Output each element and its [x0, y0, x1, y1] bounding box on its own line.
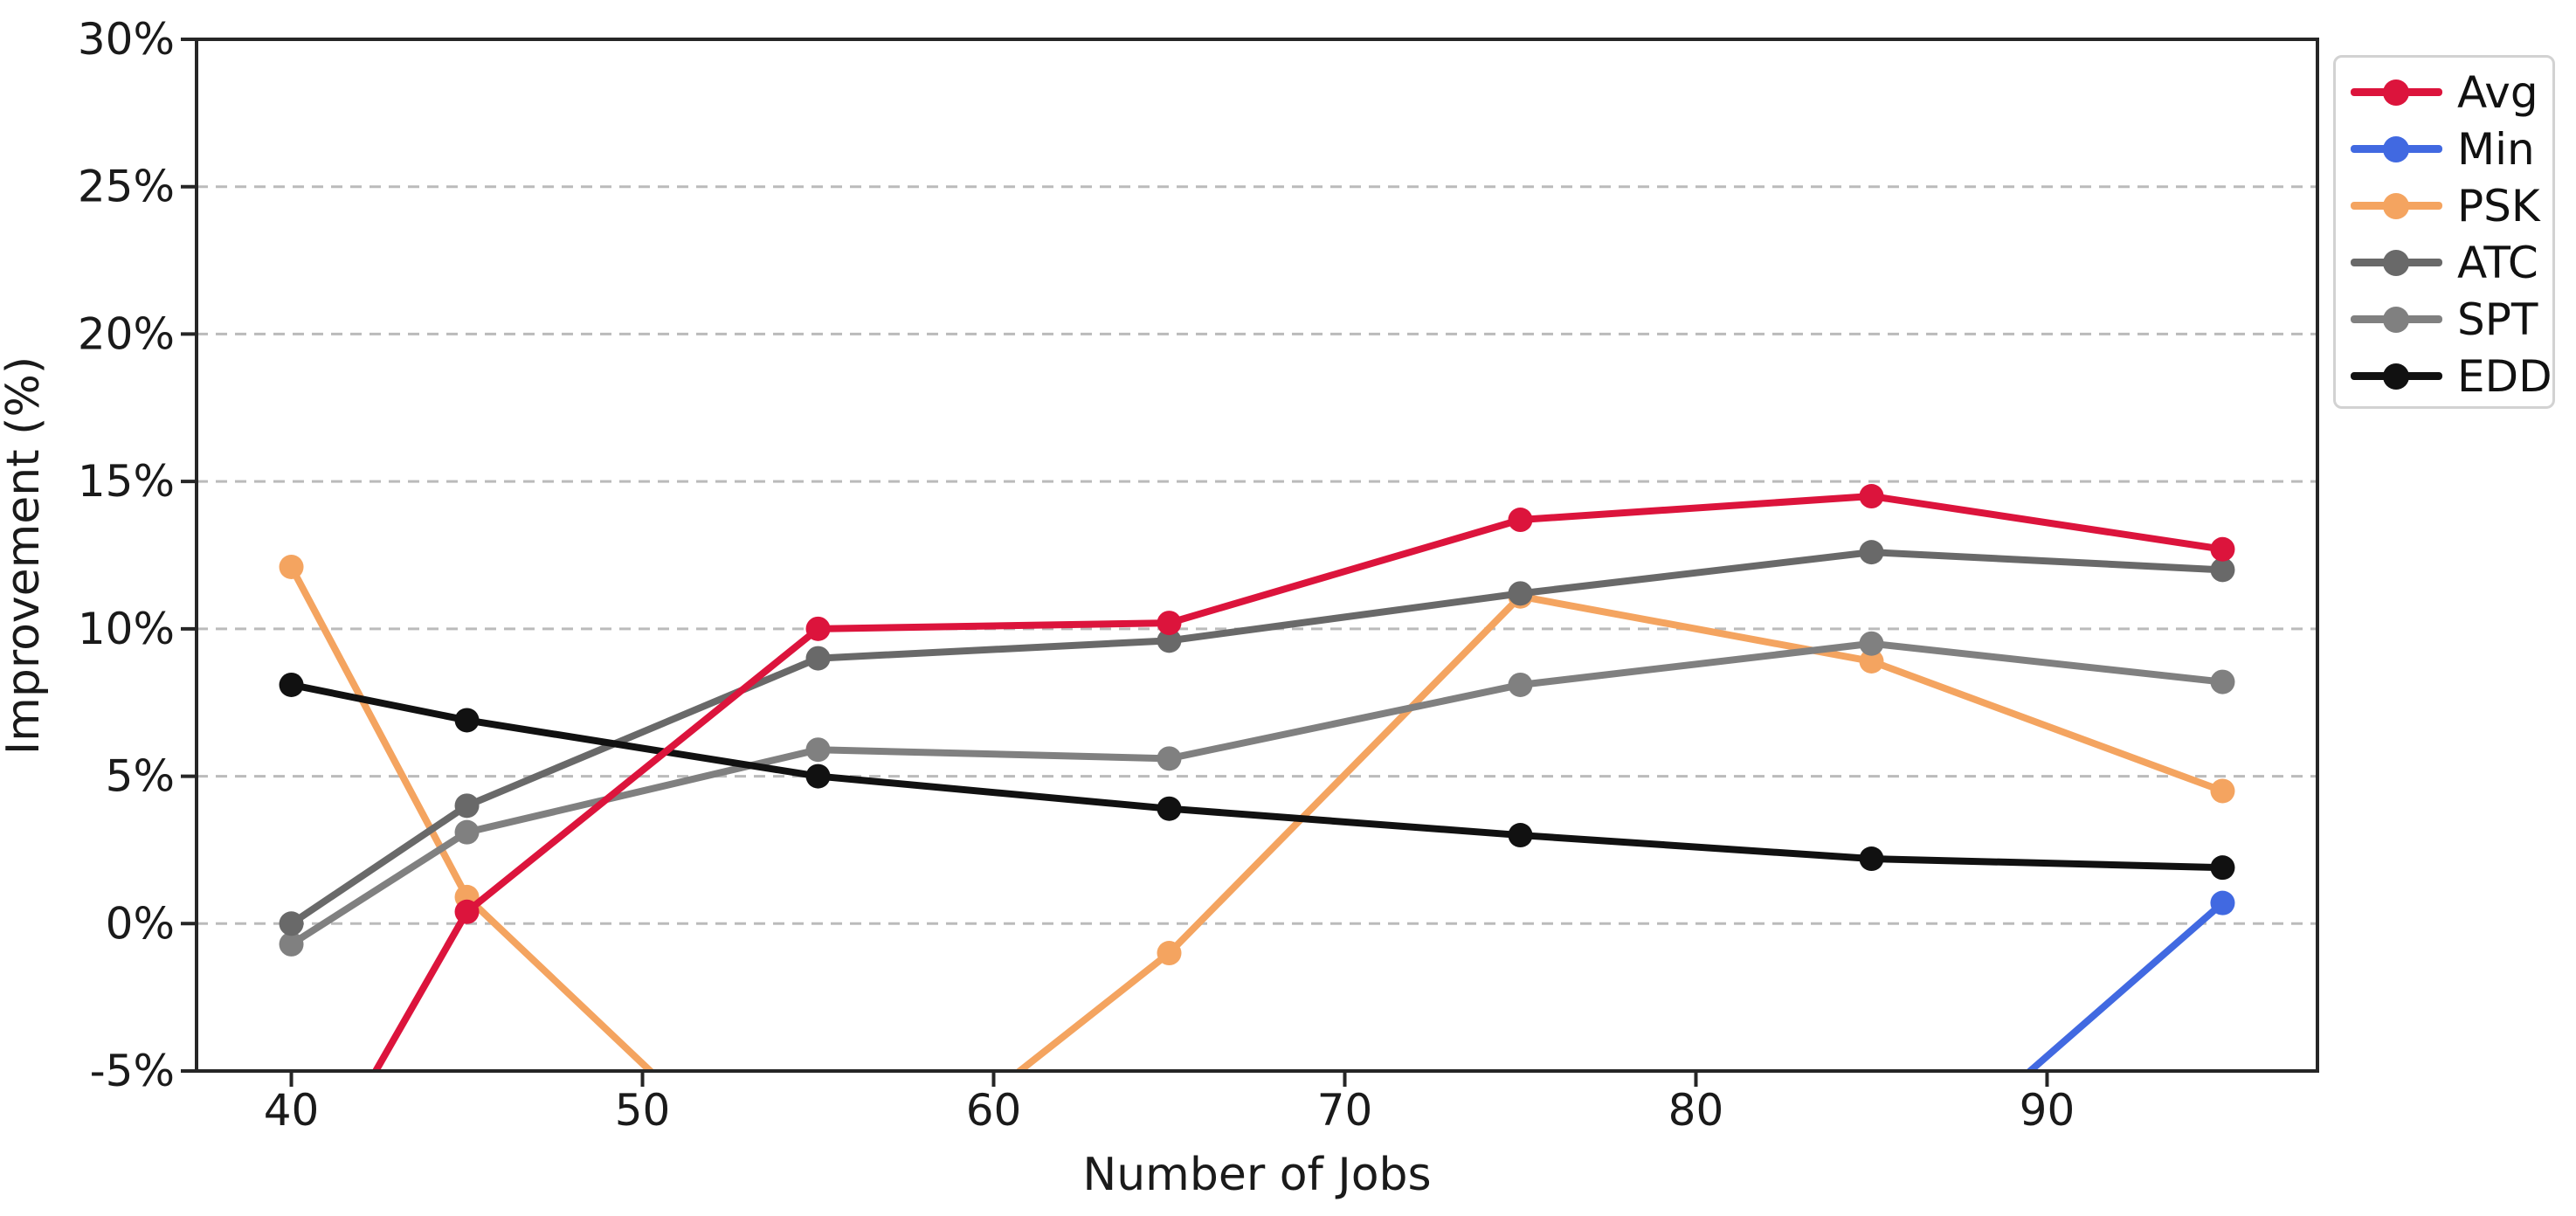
legend-label: SPT	[2457, 294, 2538, 345]
data-point-psk-85	[1859, 648, 1884, 674]
min-line-marker-icon	[2351, 136, 2442, 162]
data-point-atc-95	[2210, 557, 2235, 583]
data-point-avg-65	[1157, 611, 1182, 636]
atc-line-marker-icon	[2351, 250, 2442, 276]
legend-item-min: Min	[2336, 121, 2552, 177]
legend-label: PSK	[2457, 180, 2540, 231]
legend-item-atc: ATC	[2336, 234, 2552, 291]
x-tick-label-80: 80	[1668, 1085, 1724, 1136]
data-point-avg-95	[2210, 536, 2235, 562]
y-tick-label-0: 0%	[106, 898, 175, 949]
y-tick-label-30: 30%	[78, 14, 175, 65]
x-tick-label-40: 40	[264, 1085, 320, 1136]
data-point-edd-95	[2210, 855, 2235, 881]
data-point-atc-65	[1157, 628, 1182, 653]
data-point-avg-75	[1508, 508, 1533, 533]
data-point-spt-55	[805, 737, 831, 763]
data-point-avg-55	[805, 616, 831, 641]
series-atc	[279, 540, 2235, 936]
y-tick-label--5: -5%	[90, 1046, 175, 1096]
x-tick-label-50: 50	[615, 1085, 671, 1136]
data-point-spt-85	[1859, 631, 1884, 656]
data-point-edd-65	[1157, 796, 1182, 821]
psk-line-marker-icon	[2351, 193, 2442, 219]
data-point-atc-85	[1859, 540, 1884, 565]
legend: Avg Min PSK ATC SPT EDD	[2333, 55, 2555, 409]
data-point-edd-75	[1508, 823, 1533, 848]
series-line-psk	[287, 563, 2227, 1071]
x-tick-label-60: 60	[966, 1085, 1022, 1136]
data-point-edd-55	[805, 763, 831, 789]
data-point-atc-40	[279, 911, 304, 936]
data-point-min-95	[2210, 890, 2235, 915]
axes-layer: 40 50 60 70 80 90 30% 25% 20% 15% 10% 5% 0% -5%	[78, 14, 2319, 1136]
series-layer	[279, 484, 2235, 1071]
legend-label: Min	[2457, 123, 2535, 175]
series-line-spt	[287, 639, 2227, 948]
data-point-atc-45	[454, 793, 480, 819]
x-tick-label-70: 70	[1317, 1085, 1373, 1136]
legend-label: ATC	[2457, 237, 2538, 288]
data-point-avg-85	[1859, 484, 1884, 509]
edd-line-marker-icon	[2351, 363, 2442, 390]
series-line-avg	[371, 493, 2227, 1071]
series-avg	[371, 484, 2235, 1071]
data-point-avg-45	[454, 899, 480, 924]
y-tick-label-15: 15%	[78, 456, 175, 507]
data-point-edd-85	[1859, 846, 1884, 872]
data-point-edd-45	[454, 708, 480, 733]
data-point-spt-40	[279, 931, 304, 957]
series-line-min	[2025, 899, 2227, 1071]
legend-label: Avg	[2457, 66, 2538, 118]
y-tick-label-10: 10%	[78, 604, 175, 654]
series-edd	[279, 672, 2235, 881]
legend-item-edd: EDD	[2336, 348, 2552, 404]
data-point-spt-95	[2210, 669, 2235, 694]
data-point-edd-40	[279, 672, 304, 697]
avg-line-marker-icon	[2351, 79, 2442, 106]
y-tick-label-25: 25%	[78, 162, 175, 212]
y-tick-label-5: 5%	[106, 751, 175, 802]
legend-item-psk: PSK	[2336, 177, 2552, 234]
y-axis-label: Improvement (%)	[0, 356, 50, 755]
data-point-psk-65	[1157, 941, 1182, 966]
series-spt	[279, 631, 2235, 957]
data-point-psk-95	[2210, 778, 2235, 804]
data-point-spt-75	[1508, 672, 1533, 697]
data-point-atc-75	[1508, 581, 1533, 606]
spt-line-marker-icon	[2351, 307, 2442, 333]
data-point-spt-45	[454, 819, 480, 845]
legend-item-avg: Avg	[2336, 64, 2552, 121]
series-min	[2025, 890, 2235, 1071]
plot-border	[195, 38, 2319, 1073]
y-tick-label-20: 20%	[78, 308, 175, 359]
data-point-spt-65	[1157, 746, 1182, 771]
data-point-atc-55	[805, 646, 831, 671]
legend-item-spt: SPT	[2336, 291, 2552, 348]
x-axis-label: Number of Jobs	[1082, 1149, 1431, 1201]
x-tick-label-90: 90	[2020, 1085, 2075, 1136]
legend-label: EDD	[2457, 350, 2552, 402]
data-point-psk-40	[279, 554, 304, 579]
